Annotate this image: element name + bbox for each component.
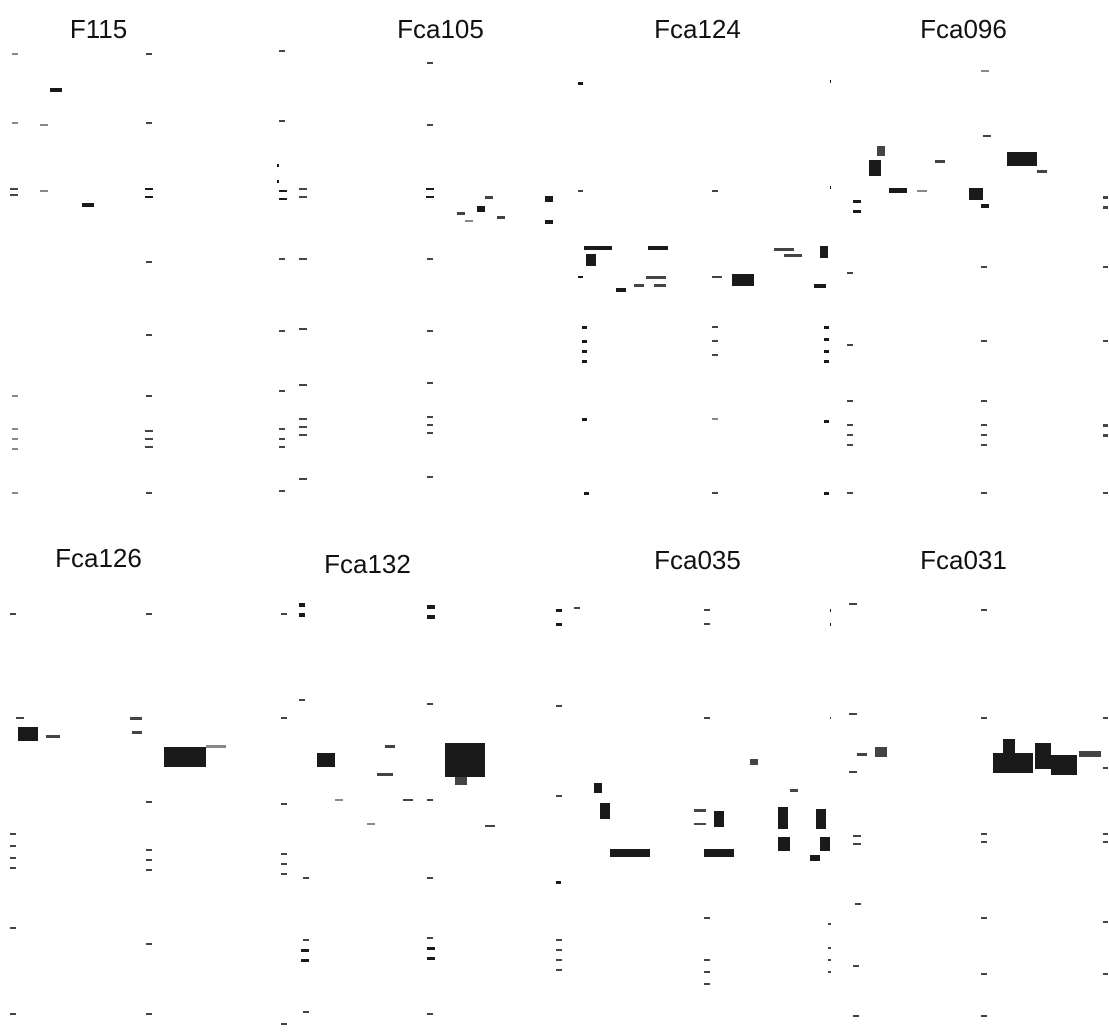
panel-title: Fca031 — [920, 545, 1007, 575]
ladder-right — [130, 613, 152, 1015]
gel-panel-fca035: Fca035 — [554, 513, 831, 1026]
gel-panel-fca031: Fca031 — [831, 513, 1108, 1026]
gel-image — [556, 607, 831, 985]
panel-title: Fca126 — [55, 543, 142, 573]
gel-image — [578, 80, 831, 495]
ladder-left — [277, 50, 287, 492]
ladder-right — [981, 196, 1108, 494]
ladder-left — [10, 53, 18, 494]
ladder-right — [981, 609, 1108, 1017]
panel-title: Fca132 — [324, 549, 411, 579]
gel-panel-fca124: Fca124 — [554, 0, 831, 513]
panel-title: F115 — [69, 14, 128, 44]
gel-panel-fca132: Fca132 — [277, 513, 554, 1026]
panel-title: Fca124 — [654, 14, 741, 44]
panel-title: Fca105 — [397, 14, 484, 44]
gel-image — [849, 603, 1108, 1017]
panel-title: Fca096 — [920, 14, 1007, 44]
gel-image — [847, 70, 1108, 494]
gel-panel-fca105: Fca105 — [277, 0, 554, 513]
gel-image — [277, 50, 553, 492]
ladder-right — [704, 609, 831, 985]
gel-panel-fca126: Fca126 — [0, 513, 277, 1026]
ladder-left — [556, 607, 580, 971]
ladder-right — [712, 80, 831, 495]
ladder-right — [426, 62, 434, 478]
gel-image — [10, 53, 153, 494]
gel-image — [281, 603, 495, 1025]
ladder-right — [145, 53, 153, 494]
gel-panel-f115: F115 — [0, 0, 277, 513]
gel-image — [10, 613, 226, 1015]
panel-title: Fca035 — [654, 545, 741, 575]
ladder-left — [281, 603, 305, 1025]
ladder-right — [427, 605, 435, 1015]
ladder-left — [578, 82, 589, 495]
gel-panel-fca096: Fca096 — [831, 0, 1108, 513]
